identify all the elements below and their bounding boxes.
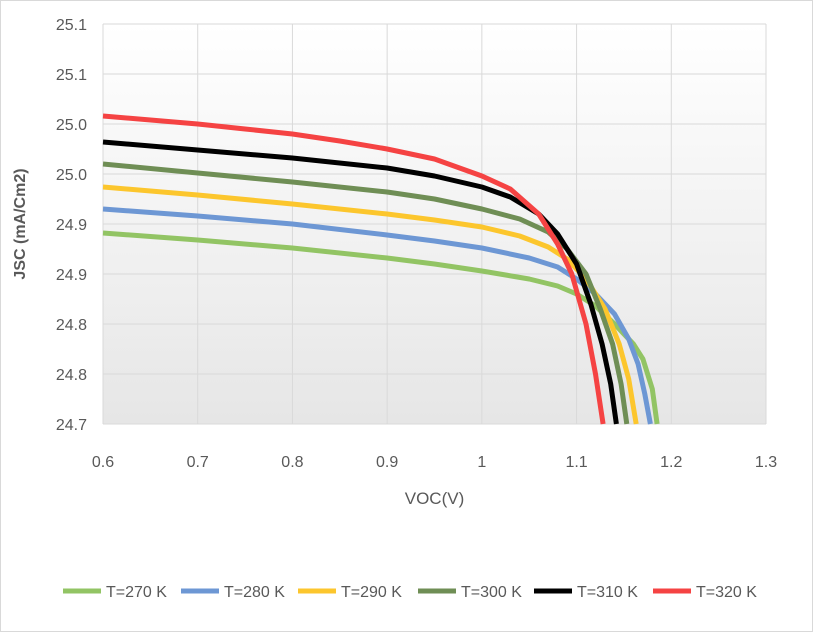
series-line-1 — [102, 230, 660, 425]
series-line-4 — [102, 161, 630, 425]
x-tick-label: 1.1 — [565, 454, 587, 471]
y-tick-label: 24.9 — [56, 217, 87, 234]
series-line-3 — [102, 184, 639, 425]
series-line-5 — [102, 139, 619, 425]
y-tick-label: 25.1 — [56, 67, 87, 84]
y-tick-label: 24.8 — [56, 317, 87, 334]
x-tick-label: 1 — [477, 454, 486, 471]
x-tick-label: 0.7 — [187, 454, 209, 471]
legend-label-4: T=300 K — [461, 584, 522, 601]
y-tick-label: 24.9 — [56, 267, 87, 284]
legend-label-5: T=310 K — [577, 584, 638, 601]
x-tick-label: 1.3 — [755, 454, 777, 471]
legend-label-1: T=270 K — [106, 584, 167, 601]
series-line-2 — [102, 206, 653, 425]
x-tick-label: 0.6 — [92, 454, 114, 471]
legend-label-2: T=280 K — [224, 584, 285, 601]
y-axis-title: JSC (mA/Cm2) — [12, 168, 29, 279]
legend-label-6: T=320 K — [696, 584, 757, 601]
x-tick-label: 0.8 — [281, 454, 303, 471]
y-axis-ticks: 24.7 24.8 24.8 24.9 24.9 25.0 25.0 25.1 25.1 — [56, 17, 87, 434]
y-tick-label: 25.1 — [56, 17, 87, 34]
series-layer — [102, 113, 660, 425]
x-axis-title: VOC(V) — [405, 489, 465, 508]
series-line-6 — [102, 113, 606, 425]
y-tick-label: 24.7 — [56, 417, 87, 434]
legend-label-3: T=290 K — [341, 584, 402, 601]
x-tick-label: 0.9 — [376, 454, 398, 471]
x-axis-ticks: 0.6 0.7 0.8 0.9 1 1.1 1.2 1.3 — [92, 454, 777, 471]
y-tick-label: 25.0 — [56, 117, 87, 134]
y-tick-label: 25.0 — [56, 167, 87, 184]
y-tick-label: 24.8 — [56, 367, 87, 384]
legend: T=270 K T=280 K T=290 K T=300 K T=310 K T=320… — [63, 584, 757, 601]
x-tick-label: 1.2 — [660, 454, 682, 471]
